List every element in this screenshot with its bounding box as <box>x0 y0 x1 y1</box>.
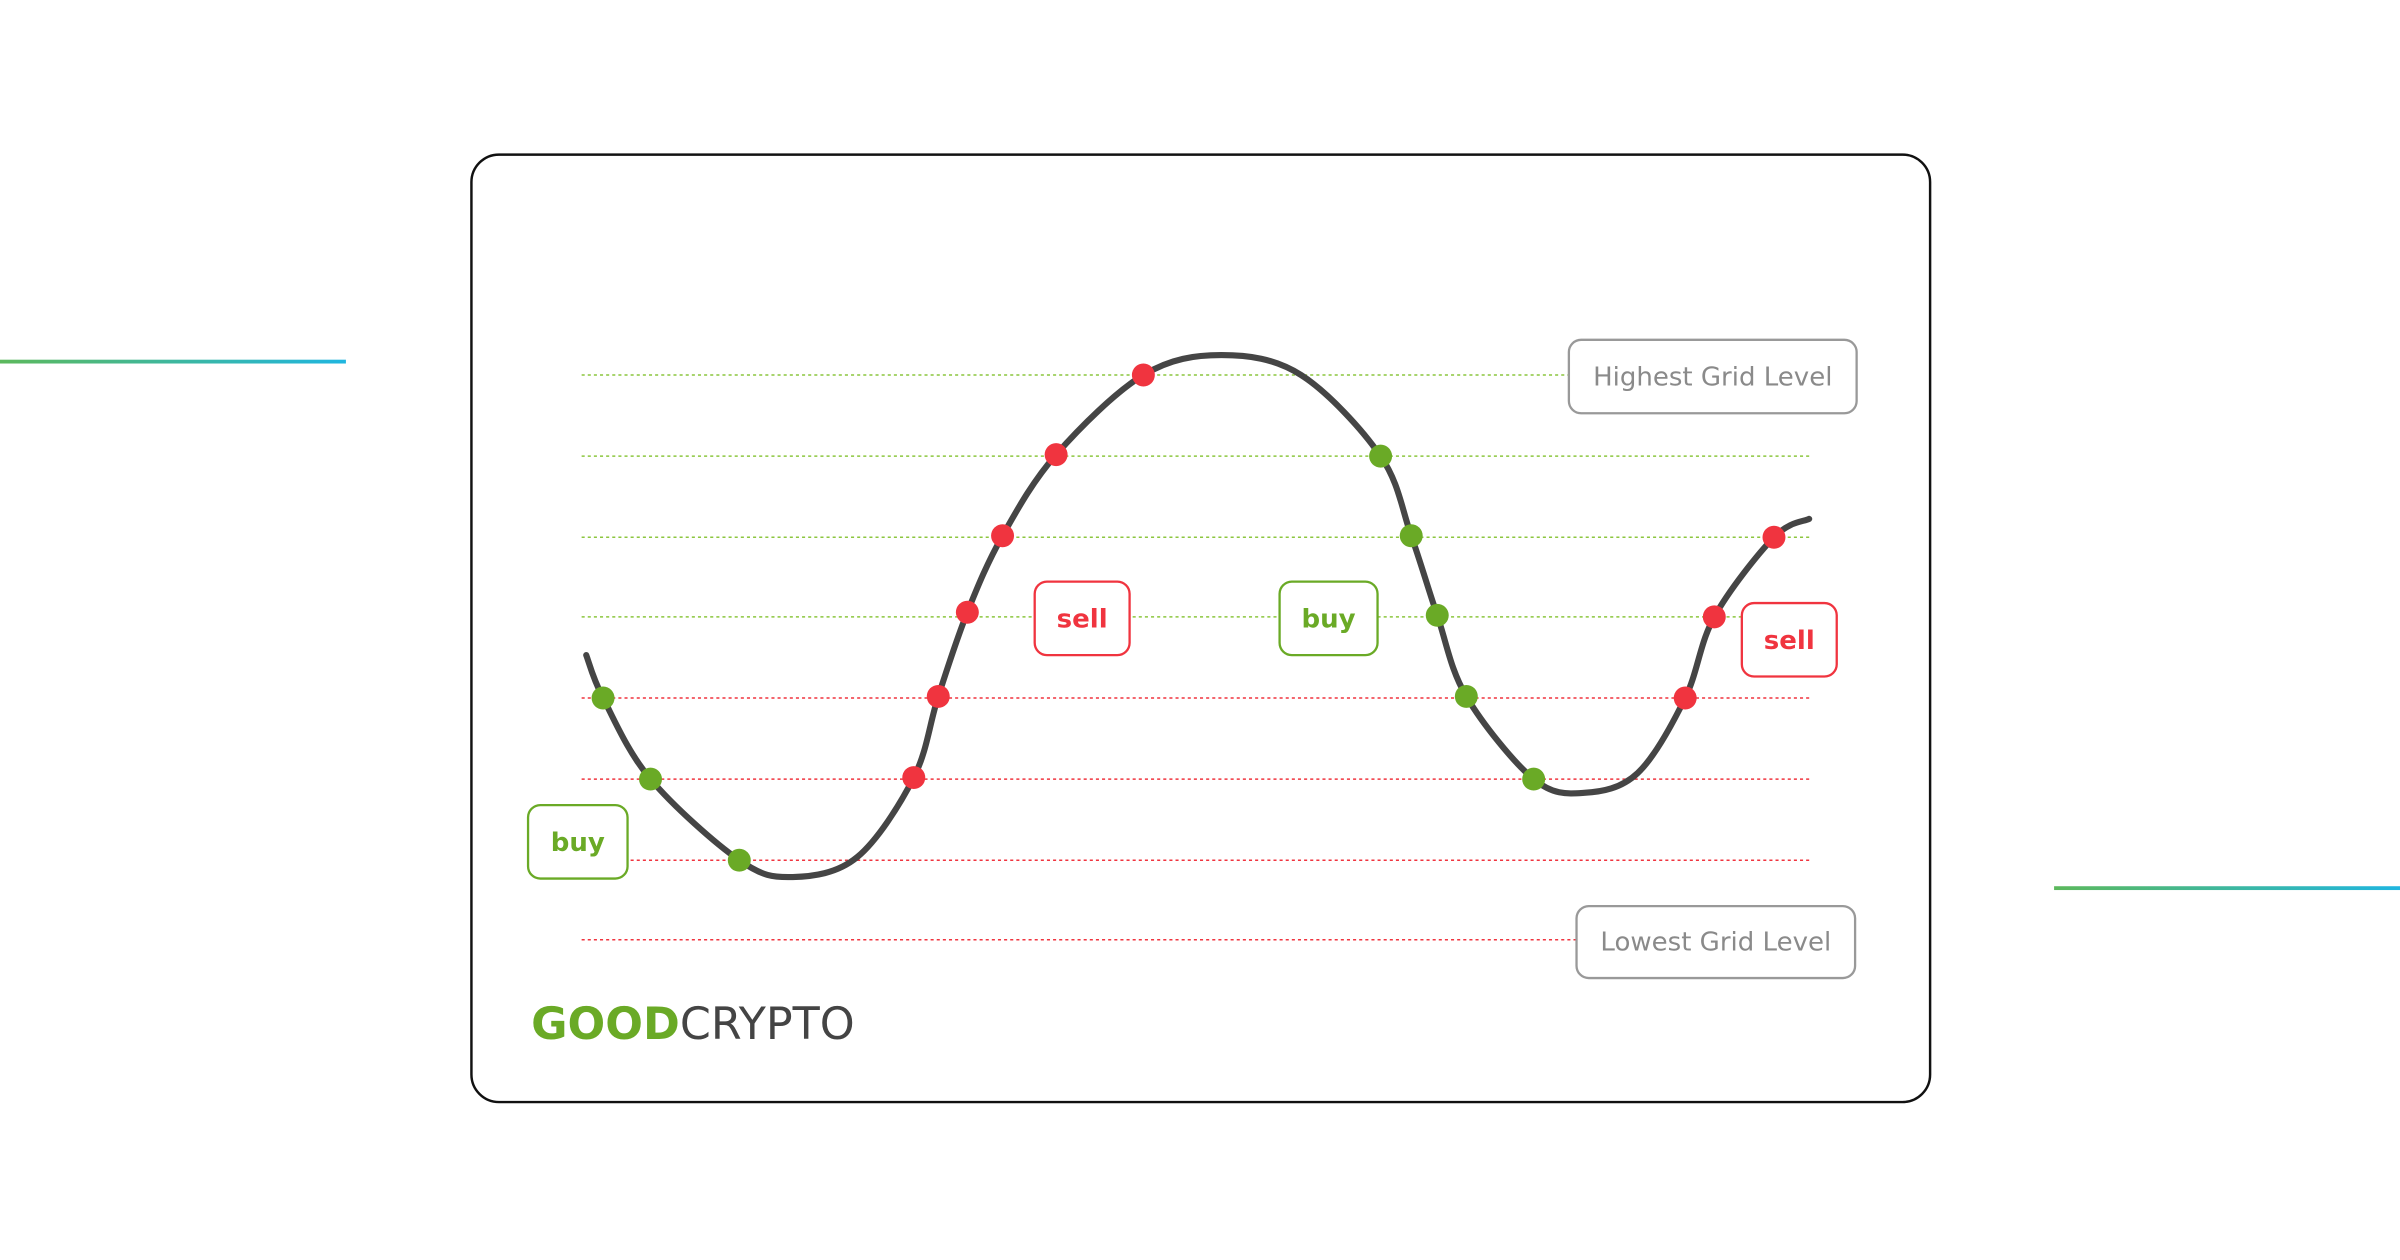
sell-box <box>1740 601 1838 678</box>
highest-label: Highest Grid Level <box>1593 363 1832 393</box>
sell-dot <box>1673 686 1697 710</box>
buy-dot <box>1399 524 1423 548</box>
buy-dot <box>591 686 615 710</box>
sell-dot <box>991 524 1015 548</box>
sell-dot <box>1702 605 1726 629</box>
sell-label: sell <box>1057 604 1108 634</box>
buy-dot <box>1369 444 1393 468</box>
logo-good: GOOD <box>531 999 680 1050</box>
buy-dot <box>1454 684 1478 708</box>
sell-dot <box>902 766 926 790</box>
buy-dot <box>727 848 751 872</box>
buy-dot <box>639 767 662 791</box>
label-box <box>1567 338 1858 415</box>
sell-dot <box>1762 525 1786 549</box>
sell-dot <box>955 600 979 624</box>
label-box <box>1575 904 1857 980</box>
grid-levels <box>581 374 1810 941</box>
buy-dot <box>1522 767 1546 791</box>
buy-box <box>1278 580 1379 657</box>
sell-dot <box>1131 363 1155 387</box>
decor-line <box>0 359 346 364</box>
buy-label: buy <box>551 828 605 858</box>
buy-box <box>526 803 629 880</box>
lowest-label: Lowest Grid Level <box>1600 927 1831 957</box>
sell-label: sell <box>1764 626 1815 656</box>
price-curve <box>583 352 1813 881</box>
decor-line <box>2054 886 2400 891</box>
sell-dot <box>1044 443 1068 467</box>
buy-label: buy <box>1302 604 1356 634</box>
order-dots <box>591 363 1786 872</box>
logo-crypto: CRYPTO <box>680 999 855 1050</box>
card <box>470 153 1932 1104</box>
buy-dot <box>1425 603 1449 627</box>
sell-dot <box>926 684 950 708</box>
logo: GOODCRYPTO <box>531 999 855 1050</box>
sell-box <box>1033 580 1131 657</box>
